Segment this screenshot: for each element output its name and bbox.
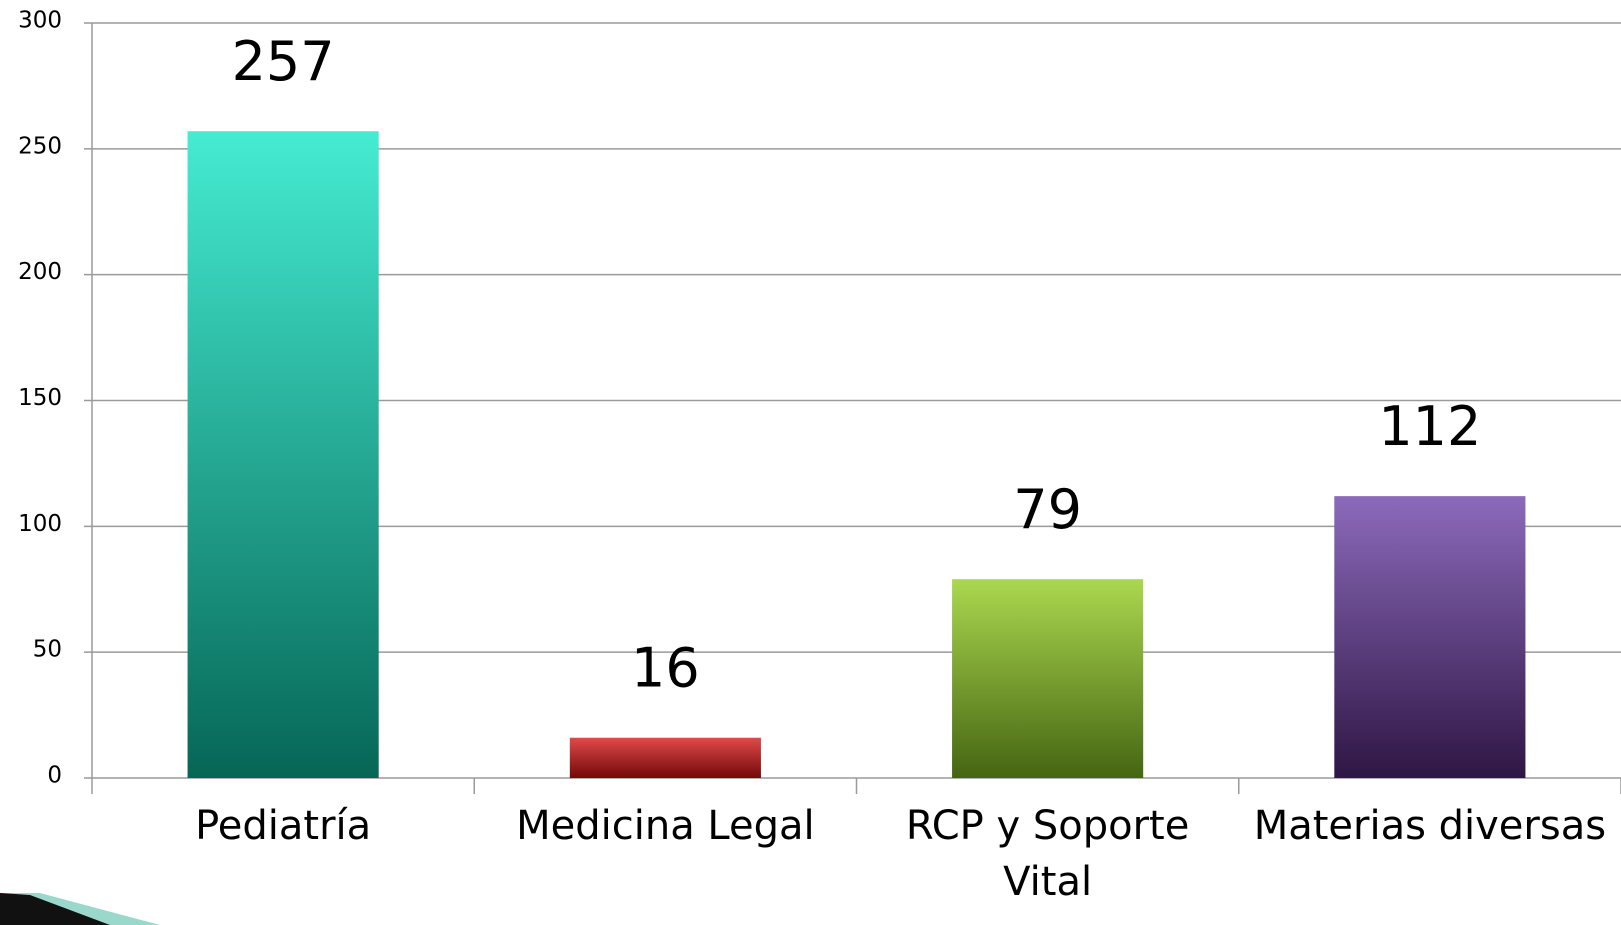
x-tick-label: RCP y Soporte Vital — [905, 803, 1190, 905]
x-tick-label: Medicina Legal — [516, 803, 815, 849]
data-label: 112 — [1378, 395, 1481, 458]
bar — [569, 737, 761, 778]
y-tick-label: 250 — [18, 133, 62, 159]
data-label: 16 — [631, 636, 700, 699]
y-tick-label: 100 — [18, 511, 62, 537]
y-tick-label: 200 — [18, 259, 62, 285]
data-label: 257 — [232, 30, 335, 93]
x-tick-label: Materias diversas — [1253, 803, 1607, 849]
data-label: 79 — [1013, 478, 1082, 541]
y-tick-label: 0 — [47, 763, 62, 789]
bar — [952, 579, 1144, 778]
bar — [187, 131, 379, 778]
decoration — [0, 893, 110, 925]
y-tick-label: 300 — [18, 8, 62, 34]
y-tick-label: 50 — [33, 637, 62, 663]
x-tick-label: Pediatría — [195, 803, 372, 849]
bar — [1334, 496, 1526, 778]
y-tick-label: 150 — [18, 385, 62, 411]
